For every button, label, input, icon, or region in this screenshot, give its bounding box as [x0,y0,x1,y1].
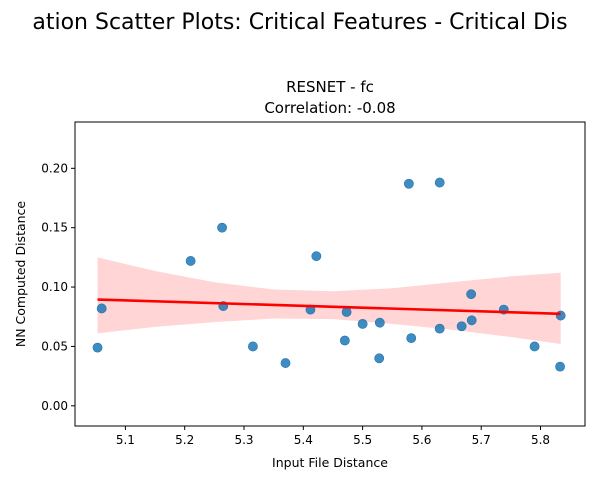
regression-line [97,298,561,316]
x-tick-label: 5.6 [412,433,431,447]
chart-title-line2: Correlation: -0.08 [264,99,395,117]
plot-area [92,177,566,372]
y-tick-label: 0.15 [41,221,68,235]
x-tick-label: 5.1 [116,433,135,447]
figure-suptitle: ation Scatter Plots: Critical Features -… [32,10,567,35]
x-tick-label: 5.4 [294,433,313,447]
x-tick-label: 5.5 [353,433,372,447]
y-axis-label: NN Computed Distance [13,201,28,348]
scatter-point-6 [248,341,258,352]
plot-frame [74,121,586,427]
scatter-point-9 [311,251,322,262]
scatter-point-16 [406,333,417,344]
scatter-point-4 [217,222,227,233]
scatter-point-23 [529,341,540,352]
scatter-point-20 [466,289,477,300]
scatter-point-24 [555,361,565,372]
scatter-point-11 [341,307,352,317]
scatter-point-15 [403,178,414,189]
y-tick-label: 0.05 [41,339,68,353]
scatter-point-7 [280,358,291,368]
confidence-band [97,257,561,345]
scatter-point-3 [185,256,196,266]
chart-title-line1: RESNET - fc [286,78,374,96]
scatter-point-19 [456,321,467,332]
scatter-point-21 [466,315,477,326]
x-axis: 5.1 5.2 5.3 5.4 5.5 5.6 5.7 5.8 [116,426,550,447]
scatter-point-17 [434,177,445,188]
x-tick-label: 5.8 [531,433,550,447]
x-tick-label: 5.7 [472,433,491,447]
x-axis-label: Input File Distance [272,455,388,470]
scatter-point-1 [92,342,103,353]
scatter-point-12 [357,318,368,329]
y-tick-label: 0.10 [41,280,68,294]
scatter-point-14 [374,317,385,328]
y-tick-label: 0.20 [41,161,68,175]
scatter-point-10 [339,335,350,346]
y-tick-label: 0.00 [41,399,68,413]
scatter-point-2 [96,303,107,314]
scatter-point-18 [434,323,445,334]
x-tick-label: 5.3 [234,433,253,447]
x-tick-label: 5.2 [175,433,194,447]
scatter-point-13 [374,353,385,364]
y-axis: 0.00 0.05 0.10 0.15 0.20 [41,161,75,413]
scatter-point-25 [555,310,566,321]
